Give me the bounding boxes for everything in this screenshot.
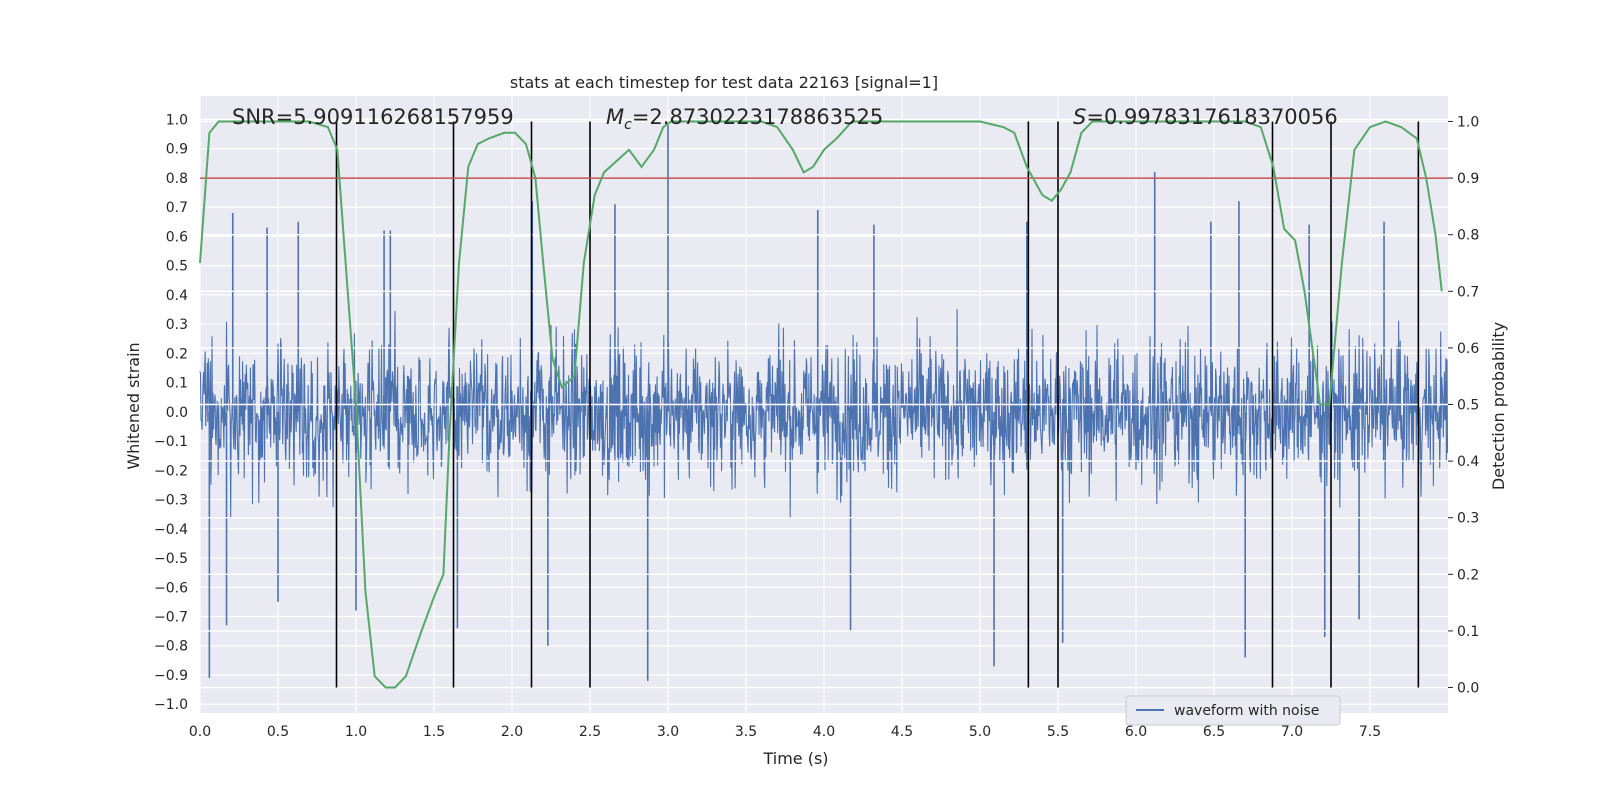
y-tick-label: −0.8	[154, 639, 188, 655]
x-tick-label: 0.0	[189, 724, 211, 740]
significance-value: =0.9978317618370056	[1086, 105, 1337, 129]
y2-axis-label: Detection probability	[1489, 322, 1508, 490]
x-tick-label: 1.0	[345, 724, 367, 740]
x-tick-label: 7.5	[1359, 724, 1381, 740]
chirp-mass-value: =2.8730223178863525	[632, 105, 883, 129]
x-tick-label: 1.5	[423, 724, 445, 740]
y-tick-label: 0.8	[166, 171, 188, 187]
significance-annotation: S=0.9978317618370056	[1073, 105, 1338, 129]
x-tick-label: 2.5	[579, 724, 601, 740]
y-tick-label: 0.1	[166, 376, 188, 392]
snr-annotation: SNR=5.909116268157959	[232, 105, 514, 129]
significance-symbol: S	[1073, 105, 1086, 129]
x-axis-label: Time (s)	[762, 749, 828, 768]
x-tick-label: 4.5	[891, 724, 913, 740]
y-tick-label: −0.5	[154, 551, 188, 567]
x-tick-label: 3.0	[657, 724, 679, 740]
x-tick-label: 5.5	[1047, 724, 1069, 740]
y-tick-label: −0.1	[154, 434, 188, 450]
legend-box	[1125, 695, 1341, 726]
x-tick-label: 3.5	[735, 724, 757, 740]
legend: waveform with noise	[1125, 695, 1341, 726]
y2-tick-label: 0.0	[1457, 681, 1479, 697]
x-tick-label: 7.0	[1281, 724, 1303, 740]
y2-tick-label: 0.8	[1457, 228, 1479, 244]
y-tick-label: 0.3	[166, 317, 188, 333]
y2-tick-label: 0.5	[1457, 398, 1479, 414]
chirp-mass-symbol: M	[606, 105, 624, 129]
y2-tick-label: 0.3	[1457, 511, 1479, 527]
legend-label: waveform with noise	[1174, 703, 1319, 719]
y2-tick-label: 0.9	[1457, 171, 1479, 187]
chirp-mass-annotation: Mc=2.8730223178863525	[606, 105, 883, 133]
waveform-line	[199, 309, 1449, 519]
x-tick-label: 2.0	[501, 724, 523, 740]
y2-tick-label: 0.6	[1457, 341, 1479, 357]
chirp-mass-subscript: c	[624, 117, 632, 133]
chart-title: stats at each timestep for test data 221…	[510, 73, 938, 92]
x-tick-labels: 0.0 0.5 1.0 1.5 2.0 2.5 3.0 3.5 4.0 4.5 5.0 5.5 6.0 6…	[189, 724, 1381, 740]
x-tick-label: 4.0	[813, 724, 835, 740]
x-tick-label: 0.5	[267, 724, 289, 740]
y-tick-label: 0.5	[166, 259, 188, 275]
y-tick-label: −0.2	[154, 463, 188, 479]
y-tick-label: −0.9	[154, 668, 188, 684]
y-tick-label: −0.7	[154, 610, 188, 626]
vertical-markers	[335, 121, 1420, 688]
y2-tick-label: 1.0	[1457, 114, 1479, 130]
y-tick-label: 0.6	[166, 229, 188, 245]
x-tick-label: 6.0	[1125, 724, 1147, 740]
y2-tick-label: 0.4	[1457, 454, 1479, 470]
y2-tick-label: 0.2	[1457, 567, 1479, 583]
y-tick-labels: 1.0 0.9 0.8 0.7 0.6 0.5 0.4 0.3 0.2 0.1 0.0 −0.1 −0.…	[154, 112, 188, 713]
y-tick-label: 1.0	[166, 112, 188, 128]
probability-line	[199, 120, 1443, 689]
y-axis-label: Whitened strain	[124, 342, 143, 469]
y2-tick-label: 0.7	[1457, 284, 1479, 300]
y-tick-label: −0.4	[154, 522, 188, 538]
y-tick-label: −0.3	[154, 493, 188, 509]
probability-series	[199, 120, 1443, 689]
x-tick-label: 6.5	[1203, 724, 1225, 740]
waveform-series	[199, 125, 1449, 681]
y-tick-label: 0.4	[166, 288, 188, 304]
y-tick-label: 0.9	[166, 142, 188, 158]
x-tick-label: 5.0	[969, 724, 991, 740]
y2-tick-label: 0.1	[1457, 624, 1479, 640]
y-tick-label: −0.6	[154, 580, 188, 596]
y-tick-label: 0.0	[166, 405, 188, 421]
y2-tick-labels: 1.0 0.9 0.8 0.7 0.6 0.5 0.4 0.3 0.2 0.1 0.0	[1448, 114, 1479, 697]
y-tick-label: 0.2	[166, 346, 188, 362]
y-tick-label: 0.7	[166, 200, 188, 216]
y-tick-label: −1.0	[154, 697, 188, 713]
